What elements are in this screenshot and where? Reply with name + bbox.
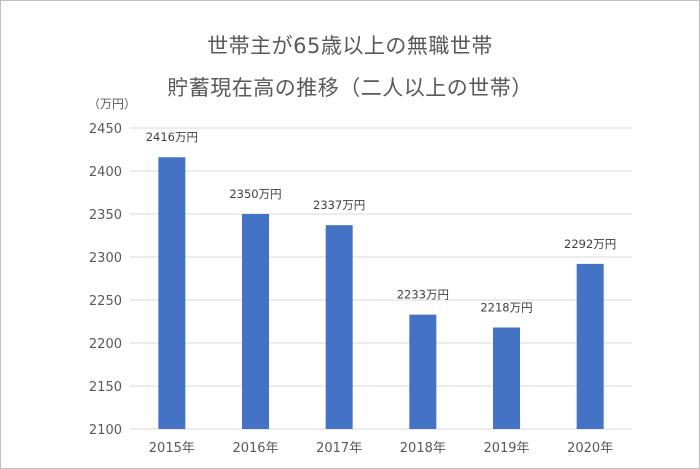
bar: [493, 327, 520, 429]
x-tick-label: 2016年: [232, 441, 278, 456]
x-tick-label: 2018年: [400, 441, 446, 456]
y-tick-label: 2300: [89, 251, 122, 266]
bar: [409, 314, 437, 429]
data-label: 2233万円: [397, 288, 449, 302]
y-axis-unit-label: （万円）: [88, 97, 137, 111]
y-tick-label: 2350: [89, 208, 122, 223]
data-label: 2416万円: [146, 130, 198, 144]
y-tick-label: 2150: [89, 380, 122, 395]
y-tick-label: 2450: [89, 122, 122, 137]
data-label: 2218万円: [480, 301, 532, 315]
x-tick-label: 2015年: [149, 441, 195, 456]
bar: [242, 214, 269, 429]
x-tick-label: 2017年: [316, 441, 362, 456]
x-tick-label: 2019年: [483, 441, 529, 456]
chart-title-line2: 貯蓄現在高の推移（二人以上の世帯）: [167, 76, 533, 100]
y-tick-label: 2400: [89, 165, 122, 180]
bar: [325, 225, 353, 429]
data-label: 2337万円: [313, 198, 365, 212]
bar: [576, 263, 604, 429]
x-tick-label: 2020年: [567, 441, 613, 456]
chart-title-line1: 世帯主が65歳以上の無職世帯: [207, 34, 493, 58]
y-tick-label: 2200: [89, 337, 122, 352]
y-tick-label: 2100: [89, 423, 122, 438]
data-label: 2350万円: [229, 187, 281, 201]
y-tick-label: 2250: [89, 294, 122, 309]
data-label: 2292万円: [564, 237, 616, 251]
bar: [158, 157, 186, 430]
